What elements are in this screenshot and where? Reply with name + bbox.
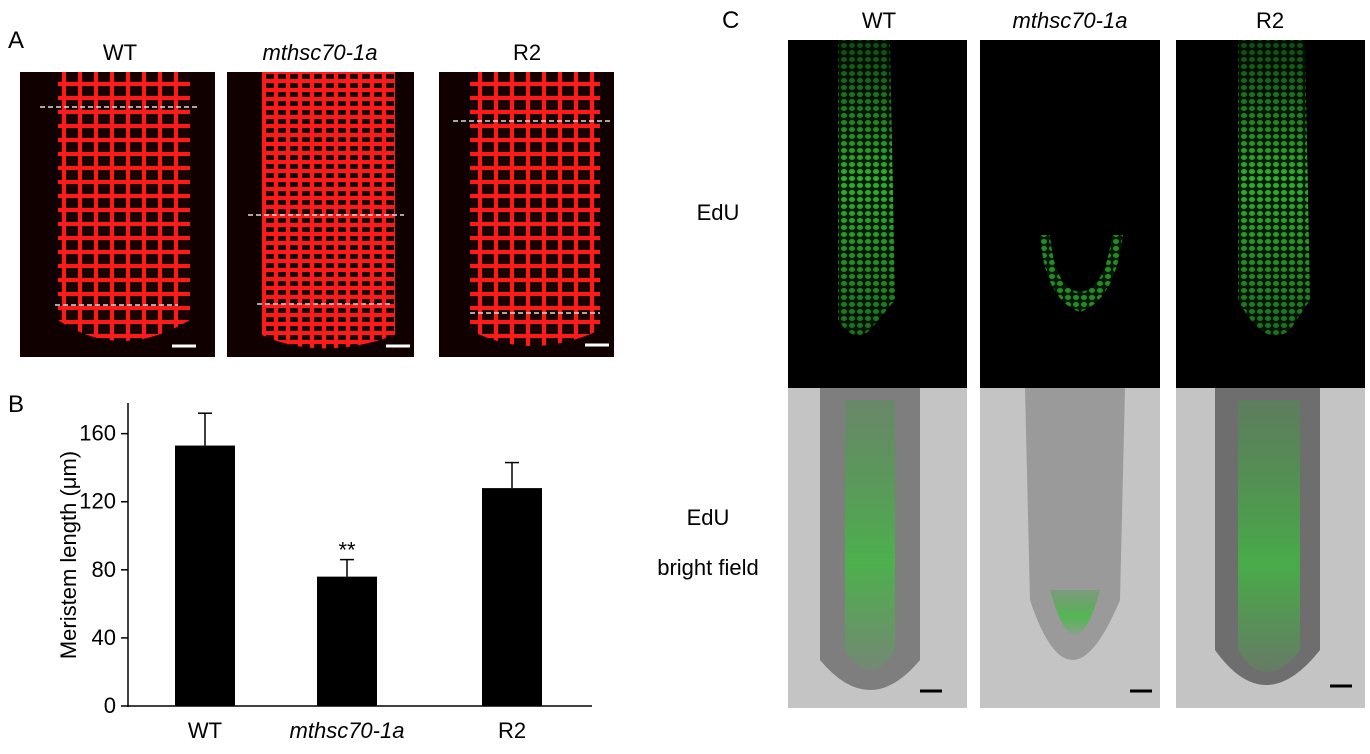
micrograph-mutant xyxy=(227,72,414,357)
y-tick-label: 80 xyxy=(92,557,116,582)
bar xyxy=(175,445,235,706)
column-label: WT xyxy=(862,8,896,33)
brightfield-images xyxy=(788,388,1365,708)
root-signal xyxy=(1040,235,1123,312)
y-tick-label: 40 xyxy=(92,625,116,650)
row-label: EdU xyxy=(687,505,730,530)
panel-label: C xyxy=(722,7,739,34)
root-signal xyxy=(845,400,895,670)
y-axis-label: Meristem length (μm) xyxy=(56,451,81,659)
panel-label: A xyxy=(8,27,24,54)
root xyxy=(58,72,190,341)
bar-chart: B Meristem length (μm) 0 40 80 120 160 WT mths… xyxy=(8,391,592,743)
root-signal xyxy=(1238,400,1300,673)
annotation: ** xyxy=(338,538,356,563)
bar xyxy=(482,488,542,706)
micrograph-r2 xyxy=(439,72,614,357)
root xyxy=(470,72,600,346)
edu-images xyxy=(788,40,1365,388)
panel-label: B xyxy=(8,391,24,418)
y-tick-label: 160 xyxy=(79,421,116,446)
x-tick-label: mthsc70-1a xyxy=(290,718,405,743)
row-label: EdU xyxy=(697,200,740,225)
column-label: R2 xyxy=(513,40,541,65)
shade xyxy=(1176,40,1365,388)
x-tick-label: R2 xyxy=(498,718,526,743)
y-tick-label: 120 xyxy=(79,489,116,514)
root-signal xyxy=(1050,590,1100,635)
column-label: WT xyxy=(103,40,137,65)
root xyxy=(262,72,395,349)
row-label: bright field xyxy=(657,555,759,580)
shade xyxy=(788,40,967,388)
column-label: mthsc70-1a xyxy=(263,40,378,65)
y-tick-label: 0 xyxy=(104,693,116,718)
x-tick-label: WT xyxy=(188,718,222,743)
bar xyxy=(317,576,377,706)
column-label: mthsc70-1a xyxy=(1013,8,1128,33)
root xyxy=(1025,388,1125,660)
micrograph-wt xyxy=(20,72,215,357)
image-bg xyxy=(980,40,1160,388)
column-label: R2 xyxy=(1256,8,1284,33)
